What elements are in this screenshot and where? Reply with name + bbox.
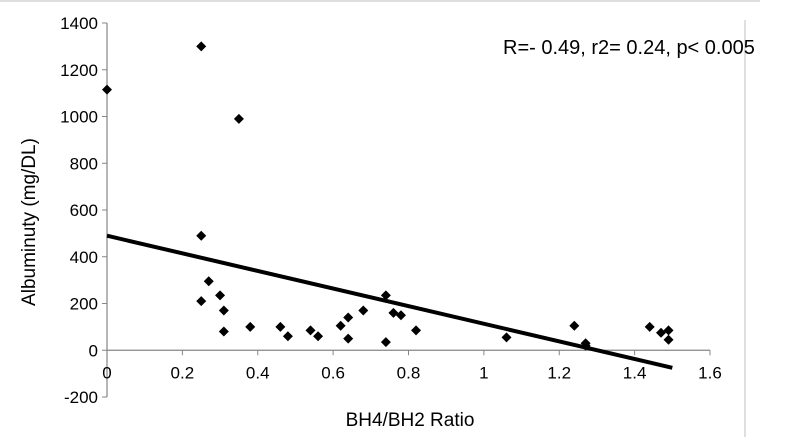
data-point [102, 84, 112, 95]
data-point [215, 290, 226, 301]
data-point [275, 321, 286, 332]
data-point [380, 337, 391, 348]
data-point [282, 331, 293, 342]
x-tick-label: 0 [102, 363, 111, 382]
data-point [335, 320, 346, 331]
data-point [580, 340, 591, 351]
data-point [203, 276, 214, 287]
data-point [501, 332, 512, 343]
data-point [245, 321, 256, 332]
x-tick-label: 0.8 [397, 363, 421, 382]
data-point [380, 290, 391, 301]
data-point [656, 327, 667, 338]
x-tick-label: 0.2 [171, 363, 195, 382]
y-axis-title: Albuminuty (mg/DL) [19, 138, 40, 306]
data-point [644, 321, 655, 332]
x-axis-title: BH4/BH2 Ratio [346, 410, 475, 431]
y-tick-label: 1200 [60, 61, 98, 80]
data-point [196, 230, 207, 241]
x-tick-label: 1.6 [698, 363, 722, 382]
x-tick-label: 0.4 [246, 363, 270, 382]
data-point [343, 312, 354, 323]
y-tick-label: -200 [64, 388, 98, 407]
data-point [569, 320, 580, 331]
data-point [313, 331, 324, 342]
y-tick-label: 800 [70, 154, 98, 173]
data-point [196, 296, 207, 307]
data-point [411, 325, 422, 336]
data-point [663, 334, 674, 345]
trendline [106, 233, 673, 370]
data-point [343, 333, 354, 344]
y-tick-label: 1000 [60, 108, 98, 127]
data-point [196, 41, 207, 52]
x-tick-label: 1 [479, 363, 488, 382]
data-point [358, 305, 369, 316]
x-tick-label: 1.4 [623, 363, 647, 382]
y-tick-label: 1400 [60, 14, 98, 33]
y-tick-label: 400 [70, 248, 98, 267]
data-point [663, 325, 674, 336]
data-point [218, 305, 229, 316]
data-point [305, 325, 316, 336]
data-point [233, 113, 244, 124]
data-point [218, 326, 229, 337]
points-layer [102, 41, 674, 351]
y-tick-label: 0 [89, 341, 98, 360]
trendline-layer [106, 233, 673, 370]
data-point [395, 310, 406, 321]
stats-annotation: R=- 0.49, r2= 0.24, p< 0.005 [503, 37, 755, 59]
x-tick-label: 1.2 [547, 363, 571, 382]
y-tick-label: 600 [70, 201, 98, 220]
data-point [388, 307, 399, 318]
x-tick-label: 0.6 [321, 363, 345, 382]
axes [102, 22, 711, 398]
y-tick-label: 200 [70, 295, 98, 314]
